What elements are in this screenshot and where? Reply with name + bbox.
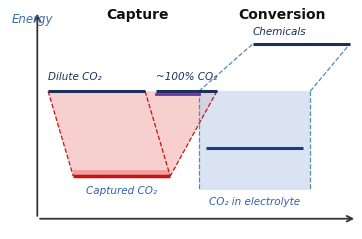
Polygon shape <box>73 170 170 176</box>
Text: Captured CO₂: Captured CO₂ <box>86 186 157 196</box>
Text: Capture: Capture <box>107 8 169 22</box>
Text: ~100% CO₂: ~100% CO₂ <box>156 72 217 82</box>
Text: Conversion: Conversion <box>238 8 325 22</box>
Text: CO₂ in electrolyte: CO₂ in electrolyte <box>209 197 300 207</box>
Text: Energy: Energy <box>12 13 54 26</box>
Polygon shape <box>48 91 217 176</box>
Text: Chemicals: Chemicals <box>253 27 307 37</box>
Text: Dilute CO₂: Dilute CO₂ <box>48 72 102 82</box>
Polygon shape <box>199 91 310 190</box>
